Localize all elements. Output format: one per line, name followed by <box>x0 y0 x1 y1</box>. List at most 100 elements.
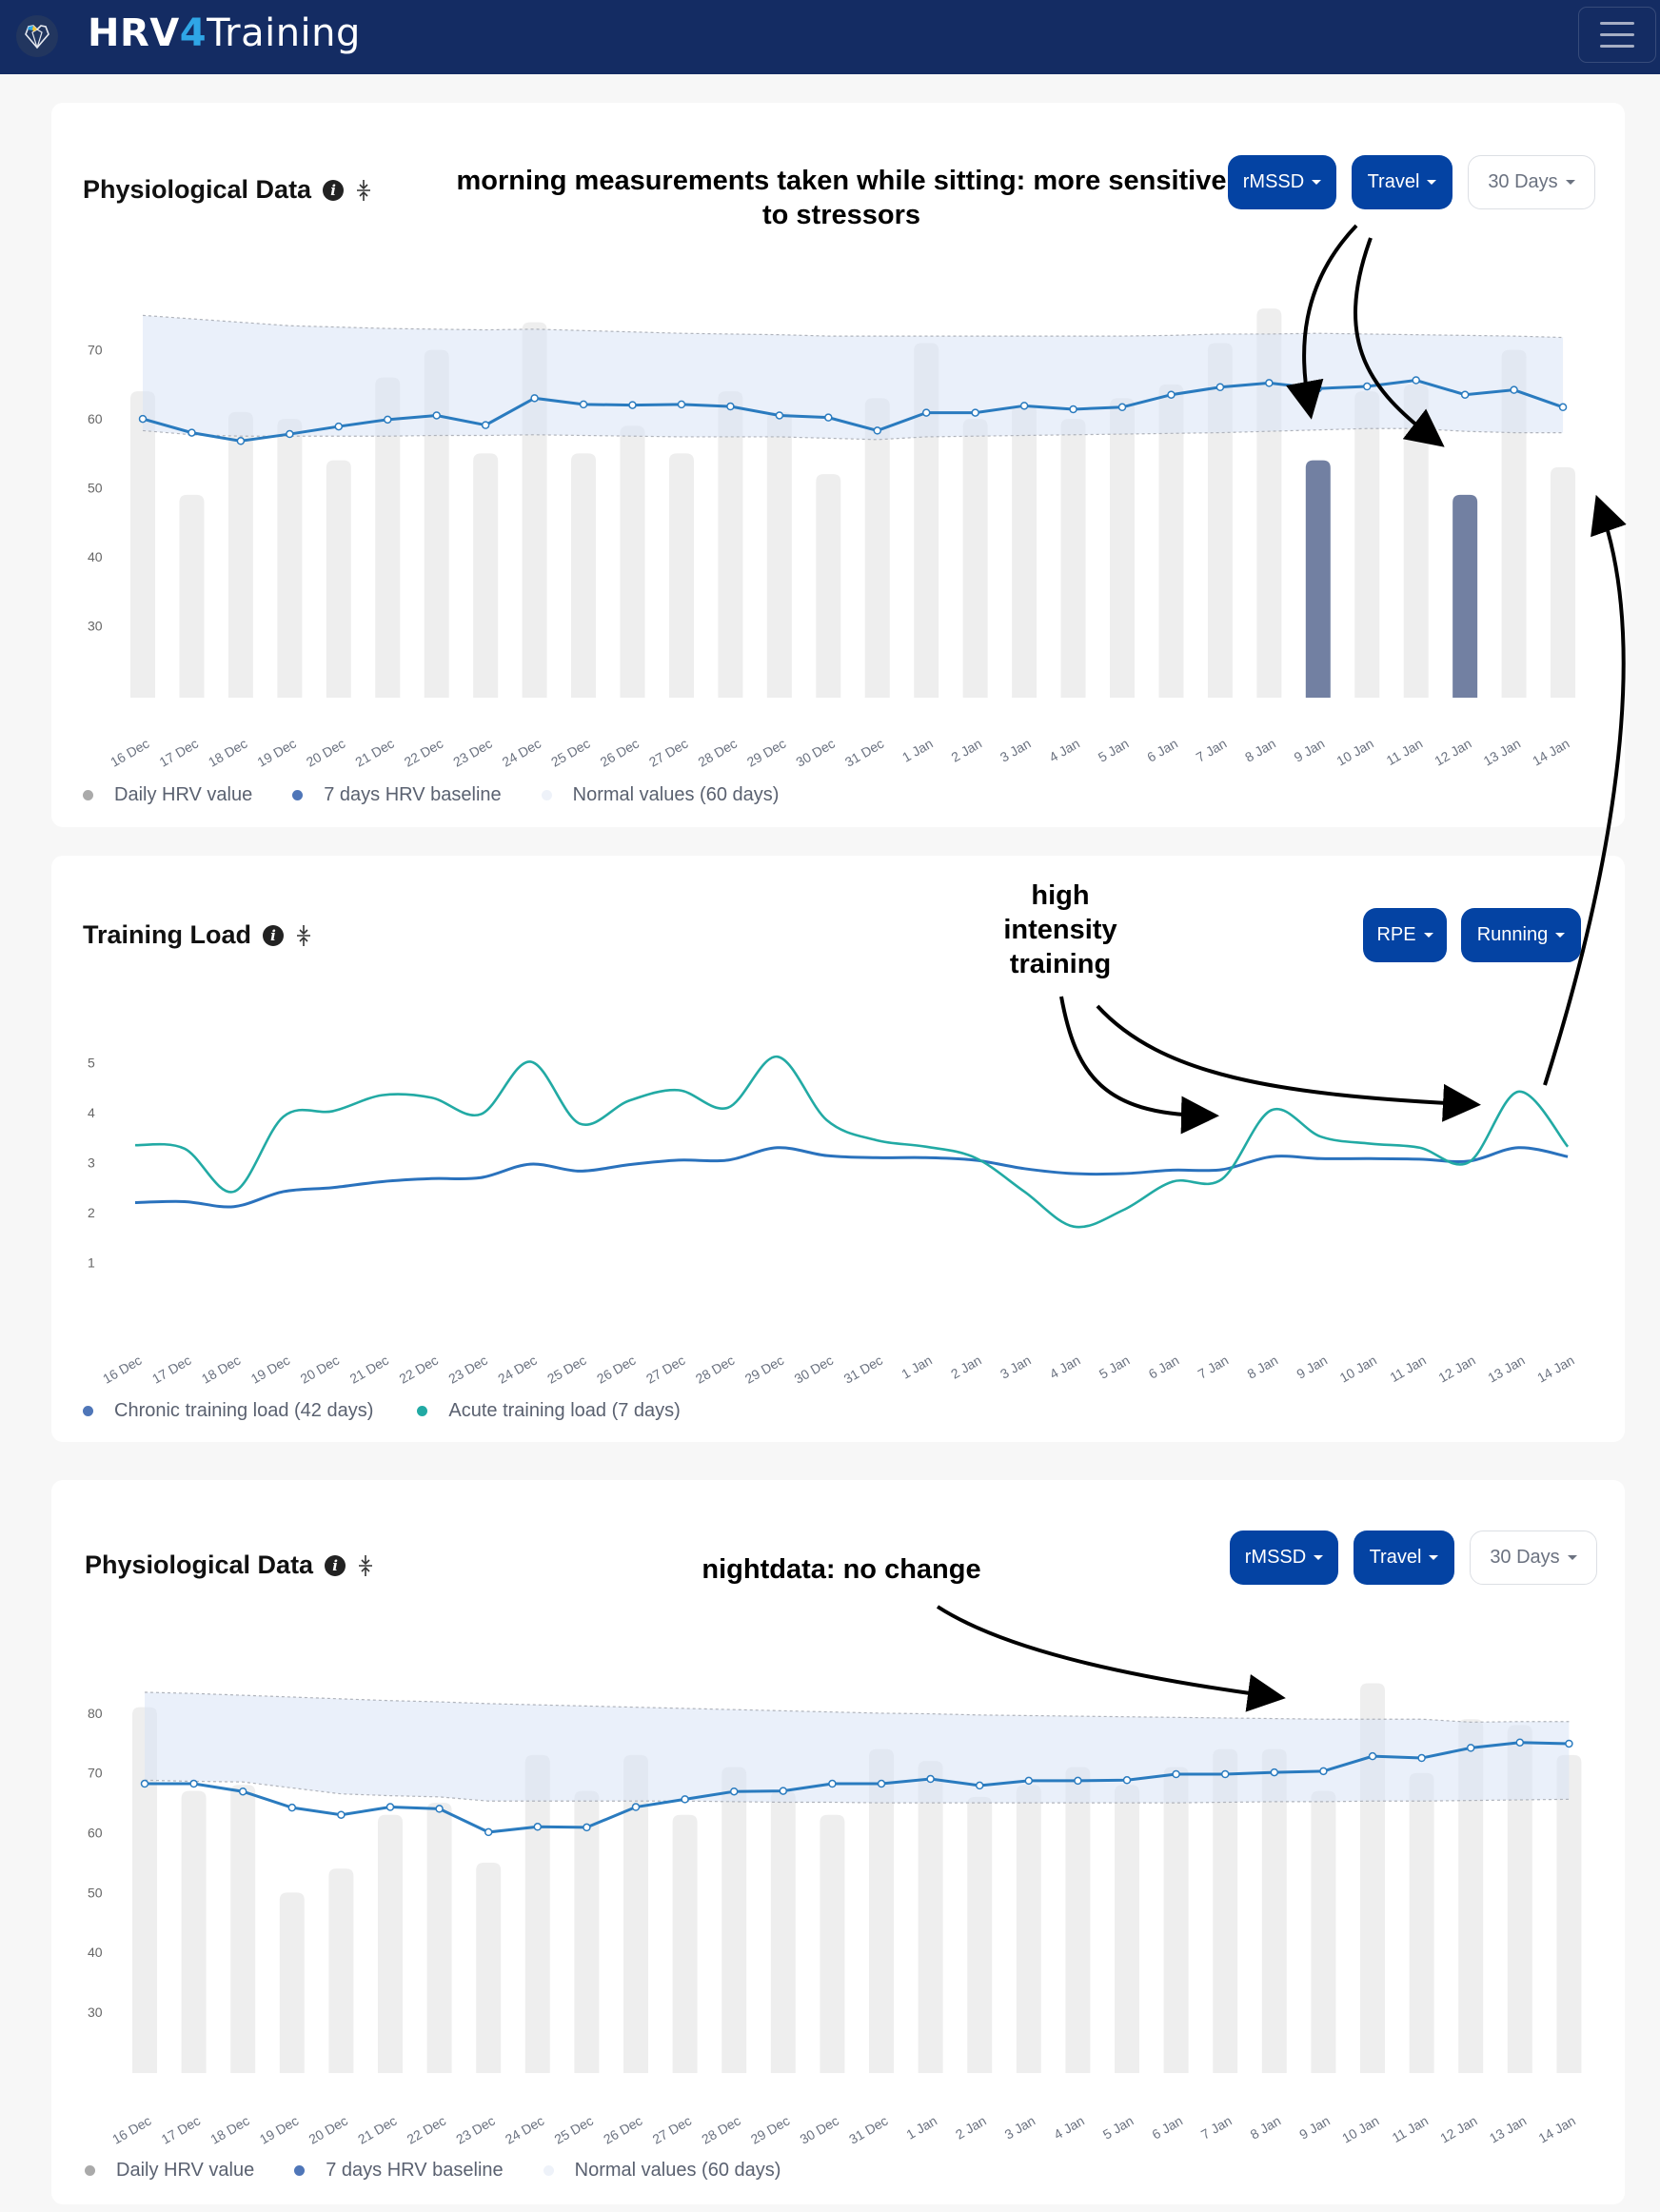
svg-text:16 Dec: 16 Dec <box>109 2113 153 2147</box>
svg-text:29 Dec: 29 Dec <box>748 2113 792 2147</box>
svg-text:9 Jan: 9 Jan <box>1296 2113 1333 2143</box>
svg-text:17 Dec: 17 Dec <box>157 736 201 770</box>
svg-text:10 Jan: 10 Jan <box>1334 736 1375 769</box>
svg-text:16 Dec: 16 Dec <box>108 736 151 770</box>
svg-text:8 Jan: 8 Jan <box>1245 1353 1281 1382</box>
caret-down-icon <box>1565 180 1575 185</box>
brand-text-hrv: HRV <box>88 11 180 55</box>
tag-dropdown[interactable]: Travel <box>1352 155 1452 209</box>
svg-text:24 Dec: 24 Dec <box>503 2113 546 2147</box>
legend-label: Normal values (60 days) <box>574 2160 781 2181</box>
svg-text:18 Dec: 18 Dec <box>206 736 249 770</box>
legend-item-baseline[interactable]: 7 days HRV baseline <box>294 2160 504 2182</box>
svg-text:28 Dec: 28 Dec <box>695 736 739 770</box>
svg-text:25 Dec: 25 Dec <box>544 1353 588 1387</box>
card-title: Physiological Data <box>83 175 312 204</box>
range-dropdown[interactable]: 30 Days <box>1470 1531 1597 1585</box>
svg-text:19 Dec: 19 Dec <box>257 2113 301 2147</box>
svg-text:7 Jan: 7 Jan <box>1196 1353 1232 1382</box>
svg-text:18 Dec: 18 Dec <box>199 1353 243 1387</box>
metric-dropdown-label: rMSSD <box>1244 1547 1307 1568</box>
caret-down-icon <box>1312 180 1322 185</box>
caret-down-icon <box>1314 1555 1324 1560</box>
caret-down-icon <box>1567 1555 1577 1560</box>
metric-dropdown[interactable]: rMSSD <box>1230 1531 1338 1585</box>
svg-text:10 Jan: 10 Jan <box>1337 1353 1379 1386</box>
svg-text:8 Jan: 8 Jan <box>1248 2113 1284 2143</box>
svg-text:11 Jan: 11 Jan <box>1387 1353 1429 1385</box>
caret-down-icon <box>1427 180 1437 185</box>
svg-text:50: 50 <box>88 481 103 496</box>
svg-text:28 Dec: 28 Dec <box>699 2113 742 2147</box>
svg-text:2 Jan: 2 Jan <box>953 2113 989 2143</box>
svg-text:23 Dec: 23 Dec <box>445 1353 489 1387</box>
svg-text:6 Jan: 6 Jan <box>1149 2113 1185 2143</box>
svg-text:6 Jan: 6 Jan <box>1146 1353 1182 1382</box>
svg-text:17 Dec: 17 Dec <box>149 1353 193 1387</box>
legend-item-baseline[interactable]: 7 days HRV baseline <box>292 784 502 806</box>
svg-text:50: 50 <box>88 1885 103 1900</box>
metric-dropdown[interactable]: rMSSD <box>1228 155 1336 209</box>
svg-text:30: 30 <box>88 2005 103 2020</box>
collapse-icon[interactable] <box>295 924 312 947</box>
svg-text:22 Dec: 22 Dec <box>396 1353 440 1387</box>
svg-text:7 Jan: 7 Jan <box>1198 2113 1235 2143</box>
tag-dropdown[interactable]: Travel <box>1354 1531 1454 1585</box>
svg-text:22 Dec: 22 Dec <box>402 736 445 770</box>
svg-text:22 Dec: 22 Dec <box>405 2113 448 2147</box>
training-load-card: Training Load i high intensity training … <box>51 856 1625 1442</box>
svg-text:12 Jan: 12 Jan <box>1437 2113 1479 2146</box>
svg-text:26 Dec: 26 Dec <box>594 1353 638 1387</box>
svg-text:14 Jan: 14 Jan <box>1534 1353 1576 1386</box>
range-dropdown-label: 30 Days <box>1490 1547 1560 1568</box>
svg-text:4 Jan: 4 Jan <box>1051 2113 1087 2143</box>
svg-text:26 Dec: 26 Dec <box>598 736 642 770</box>
svg-text:80: 80 <box>88 1706 103 1721</box>
range-dropdown[interactable]: 30 Days <box>1468 155 1595 209</box>
svg-text:9 Jan: 9 Jan <box>1294 1353 1330 1382</box>
svg-text:3 Jan: 3 Jan <box>1002 2113 1038 2143</box>
hamburger-menu-icon[interactable] <box>1578 7 1656 63</box>
legend-item-daily[interactable]: Daily HRV value <box>83 784 252 806</box>
legend-item-normal[interactable]: Normal values (60 days) <box>543 2160 781 2182</box>
info-icon[interactable]: i <box>323 179 345 201</box>
legend-item-chronic[interactable]: Chronic training load (42 days) <box>83 1400 373 1422</box>
svg-text:21 Dec: 21 Dec <box>352 736 396 770</box>
svg-text:5 Jan: 5 Jan <box>1097 1353 1133 1382</box>
card-title: Training Load <box>83 920 252 949</box>
svg-text:16 Dec: 16 Dec <box>100 1353 144 1387</box>
svg-text:23 Dec: 23 Dec <box>453 2113 497 2147</box>
svg-text:29 Dec: 29 Dec <box>742 1353 786 1387</box>
tag-dropdown-label: Travel <box>1367 171 1420 192</box>
svg-text:1 Jan: 1 Jan <box>899 1353 935 1382</box>
svg-text:40: 40 <box>88 1945 103 1960</box>
info-icon[interactable]: i <box>325 1554 346 1576</box>
brand-logo[interactable]: HRV4Training <box>88 11 361 55</box>
svg-text:29 Dec: 29 Dec <box>744 736 788 770</box>
brand-text-4: 4 <box>179 11 208 55</box>
legend-label: 7 days HRV baseline <box>324 784 502 805</box>
heart-logo-icon[interactable] <box>16 15 58 57</box>
legend-dot <box>85 2165 95 2176</box>
collapse-icon[interactable] <box>357 1554 374 1577</box>
svg-text:24 Dec: 24 Dec <box>500 736 543 770</box>
chart-legend: Daily HRV value 7 days HRV baseline Norm… <box>85 2160 820 2182</box>
annotation-text: nightdata: no change <box>702 1554 981 1585</box>
legend-dot <box>83 1406 93 1416</box>
metric-dropdown[interactable]: RPE <box>1363 908 1447 962</box>
legend-label: 7 days HRV baseline <box>326 2160 504 2181</box>
legend-item-acute[interactable]: Acute training load (7 days) <box>417 1400 681 1422</box>
legend-item-normal[interactable]: Normal values (60 days) <box>541 784 779 806</box>
svg-text:60: 60 <box>88 411 103 426</box>
collapse-icon[interactable] <box>355 179 372 202</box>
legend-item-daily[interactable]: Daily HRV value <box>85 2160 254 2182</box>
info-icon[interactable]: i <box>263 924 285 946</box>
svg-text:24 Dec: 24 Dec <box>495 1353 539 1387</box>
sport-dropdown[interactable]: Running <box>1461 908 1581 962</box>
chart-legend: Chronic training load (42 days) Acute tr… <box>83 1400 721 1422</box>
sport-dropdown-label: Running <box>1476 924 1549 945</box>
legend-dot <box>541 790 552 800</box>
svg-text:20 Dec: 20 Dec <box>304 736 347 770</box>
svg-text:27 Dec: 27 Dec <box>643 1353 687 1387</box>
svg-text:6 Jan: 6 Jan <box>1144 736 1180 765</box>
